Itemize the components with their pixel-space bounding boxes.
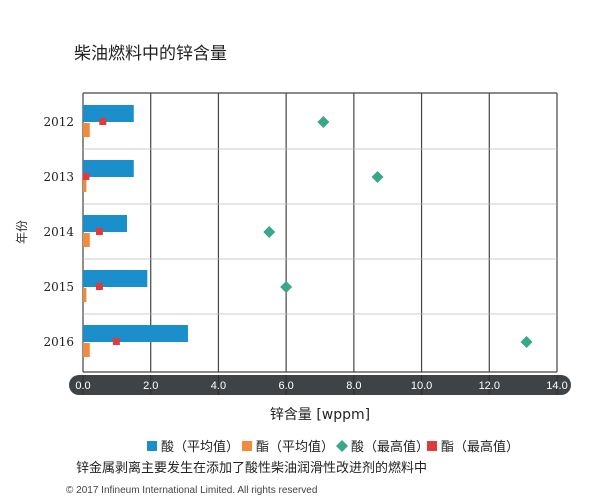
marker-acid-max-2013 (371, 171, 384, 183)
caption: 锌金属剥离主要发生在添加了酸性柴油润滑性改进剂的燃料中 (76, 460, 427, 476)
marker-acid-max-2014 (263, 226, 276, 238)
y-tick-2016: 2016 (43, 335, 74, 349)
x-tick-2.0: 2.0 (143, 380, 158, 392)
y-tick-2014: 2014 (43, 225, 74, 239)
legend: 酸（平均值） 酯（平均值） 酸（最高值） 酯（最高值） (147, 439, 519, 455)
marker-ester-max-2016 (112, 338, 120, 345)
bar-acid-avg-2012 (83, 105, 134, 122)
x-tick-14.0: 14.0 (546, 380, 567, 392)
legend-swatch-1 (242, 441, 252, 451)
y-tick-labels: 2012 2013 2014 2015 2016 (43, 115, 74, 349)
x-axis: 0.0 2.0 4.0 6.0 8.0 10.0 12.0 14.0 (69, 375, 571, 395)
gridlines (150, 93, 558, 372)
bar-ester-avg-2012 (83, 123, 90, 137)
marker-ester-max-2015 (95, 283, 103, 290)
x-axis-title: 锌含量 [wppm] (270, 407, 370, 423)
y-tick-2012: 2012 (43, 115, 74, 129)
bar-acid-avg-2015 (83, 270, 148, 287)
bar-acid-avg-2013 (83, 160, 134, 177)
bars-group (83, 105, 188, 357)
x-tick-12.0: 12.0 (479, 380, 500, 392)
x-tick-10.0: 10.0 (411, 380, 432, 392)
legend-swatch-3 (427, 441, 437, 451)
marker-ester-max-2012 (99, 118, 107, 125)
bar-acid-avg-2016 (83, 325, 188, 342)
legend-swatch-0 (147, 441, 157, 451)
legend-label-3: 酯（最高值） (441, 439, 519, 455)
x-tick-0.0: 0.0 (75, 380, 90, 392)
x-tick-4.0: 4.0 (211, 380, 226, 392)
plot-area (82, 92, 557, 373)
marker-acid-max-2015 (280, 281, 293, 293)
marker-acid-max-2016 (520, 336, 533, 348)
bar-ester-avg-2014 (83, 233, 90, 247)
legend-label-2: 酸（最高值） (351, 439, 429, 455)
legend-swatch-2 (336, 440, 348, 452)
copyright-notice: © 2017 Infineum International Limited. A… (66, 485, 317, 496)
markers-group (82, 116, 533, 348)
x-tick-6.0: 6.0 (278, 380, 293, 392)
y-tick-2013: 2013 (43, 170, 74, 184)
bar-acid-avg-2014 (83, 215, 128, 232)
legend-label-0: 酸（平均值） (161, 439, 239, 455)
bar-ester-avg-2015 (83, 288, 87, 302)
bar-ester-avg-2013 (83, 178, 87, 192)
bar-ester-avg-2016 (83, 343, 90, 357)
x-axis-bar (69, 375, 571, 395)
marker-acid-max-2012 (317, 116, 330, 128)
y-axis-title: 年份 (15, 220, 29, 244)
marker-ester-max-2014 (95, 228, 103, 235)
chart-title: 柴油燃料中的锌含量 (74, 44, 227, 64)
marker-ester-max-2013 (82, 173, 90, 180)
y-tick-2015: 2015 (43, 280, 74, 294)
x-tick-8.0: 8.0 (346, 380, 361, 392)
legend-label-1: 酯（平均值） (256, 439, 334, 455)
